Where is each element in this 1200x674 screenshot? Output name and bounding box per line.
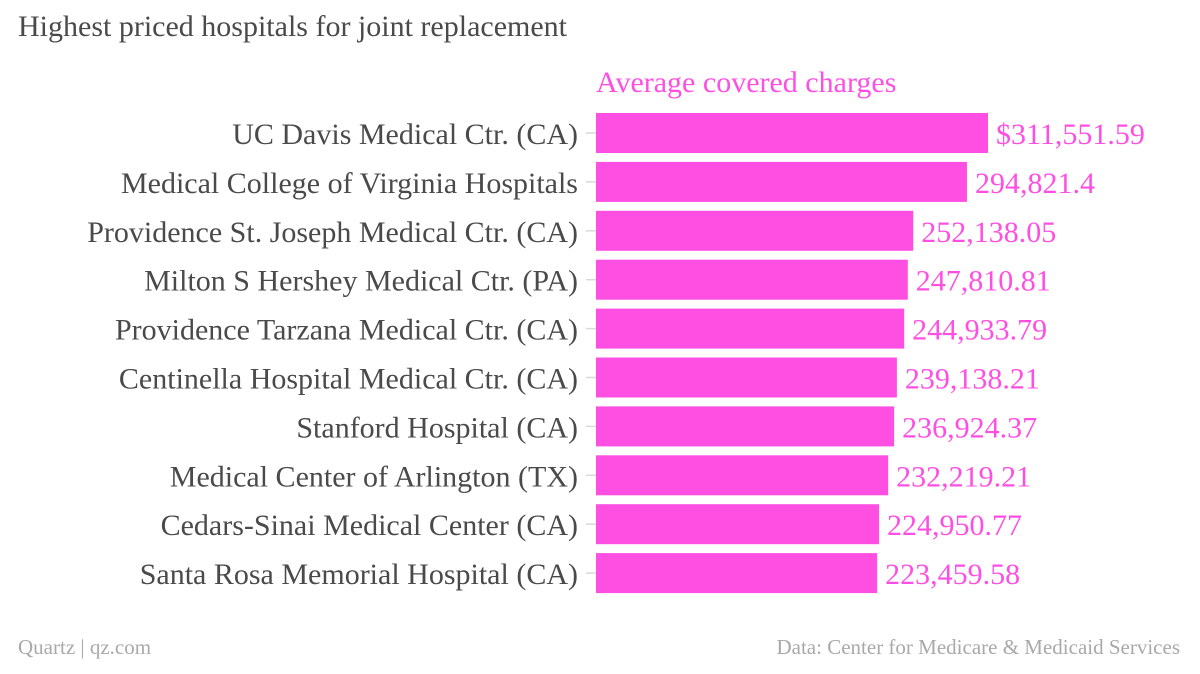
- bar: [596, 210, 914, 251]
- bar: [596, 161, 967, 202]
- chart-title: Highest priced hospitals for joint repla…: [18, 10, 568, 43]
- value-label: 247,810.81: [916, 265, 1051, 298]
- data-source: Data: Center for Medicare & Medicaid Ser…: [776, 635, 1180, 659]
- category-label: Stanford Hospital (CA): [296, 411, 578, 444]
- bar: [596, 113, 988, 153]
- category-label: Centinella Hospital Medical Ctr. (CA): [119, 363, 578, 396]
- bar: [596, 357, 897, 398]
- bar: [596, 553, 878, 594]
- bar: [596, 259, 908, 300]
- category-label: Providence Tarzana Medical Ctr. (CA): [115, 314, 578, 347]
- value-label: 294,821.4: [975, 167, 1095, 200]
- value-label: 224,950.77: [887, 509, 1022, 542]
- legend-series-name: Average covered charges: [596, 66, 896, 99]
- category-label: Providence St. Joseph Medical Ctr. (CA): [87, 216, 578, 249]
- value-label: 232,219.21: [896, 460, 1031, 493]
- bar: [596, 308, 905, 349]
- bar: [596, 455, 889, 496]
- bar: [596, 406, 895, 447]
- value-label: 236,924.37: [902, 411, 1037, 444]
- category-label: UC Davis Medical Ctr. (CA): [232, 118, 578, 151]
- category-label: Santa Rosa Memorial Hospital (CA): [140, 558, 578, 591]
- value-label: 239,138.21: [905, 363, 1040, 396]
- source-credit: Quartz | qz.com: [18, 635, 152, 659]
- category-label: Milton S Hershey Medical Ctr. (PA): [144, 265, 578, 298]
- category-label: Medical Center of Arlington (TX): [170, 460, 578, 493]
- category-label: Medical College of Virginia Hospitals: [121, 167, 578, 200]
- value-label: 223,459.58: [885, 558, 1020, 591]
- category-label: Cedars-Sinai Medical Center (CA): [161, 509, 578, 542]
- value-label: 252,138.05: [921, 216, 1056, 249]
- bar: [596, 504, 880, 545]
- value-label: 244,933.79: [912, 314, 1047, 347]
- value-label: $311,551.59: [996, 118, 1145, 151]
